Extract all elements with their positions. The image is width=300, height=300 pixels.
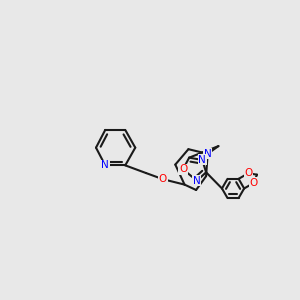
Text: O: O bbox=[250, 178, 258, 188]
Text: N: N bbox=[193, 176, 201, 186]
Text: O: O bbox=[179, 164, 187, 174]
Text: O: O bbox=[244, 168, 252, 178]
Text: N: N bbox=[198, 155, 206, 165]
Text: N: N bbox=[101, 160, 109, 170]
Text: N: N bbox=[204, 149, 212, 159]
Text: O: O bbox=[159, 174, 167, 184]
